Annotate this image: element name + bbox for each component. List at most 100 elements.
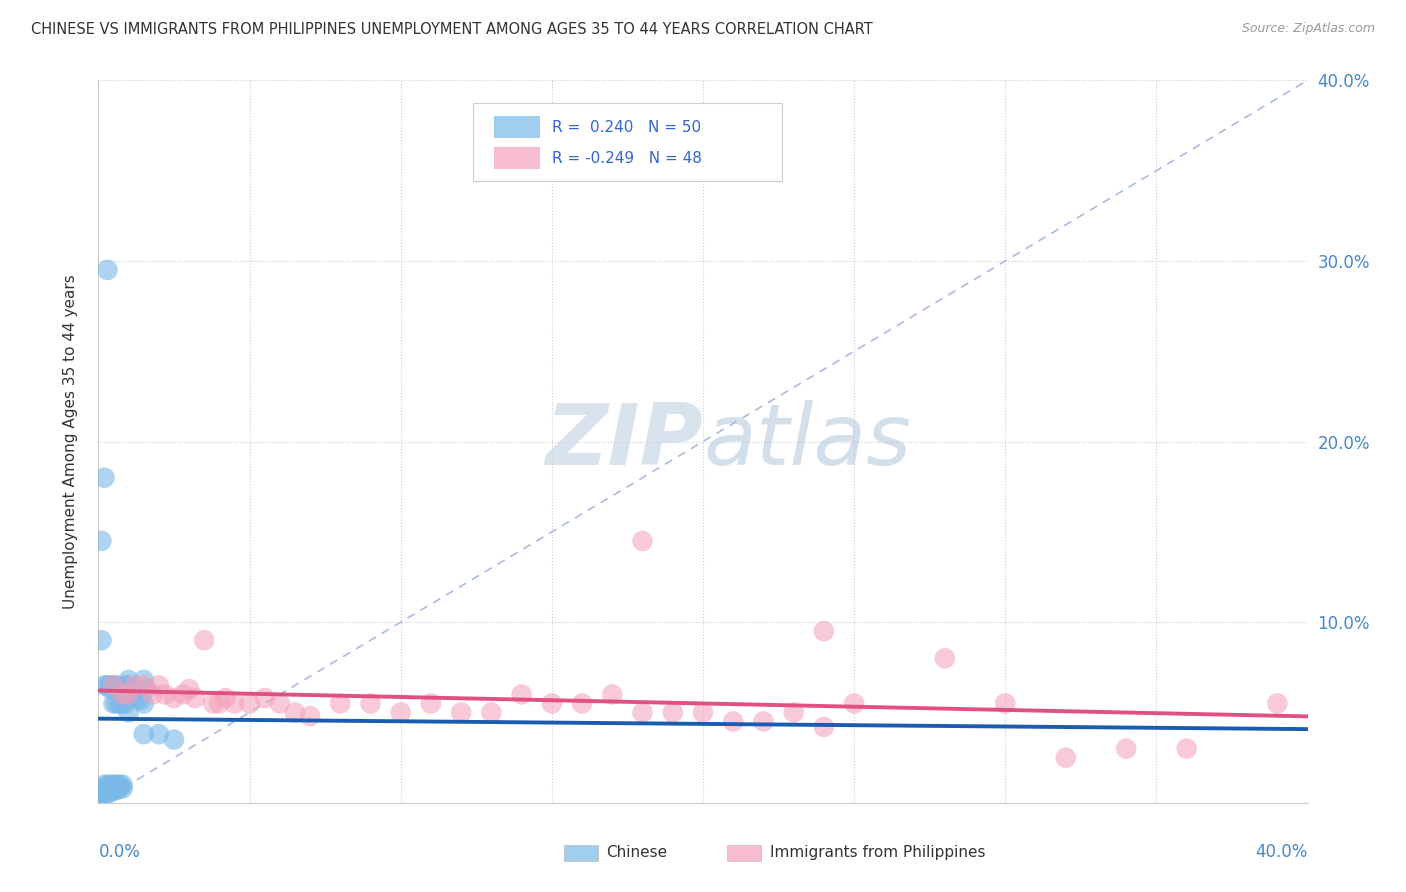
Point xyxy=(90,533,112,548)
Point xyxy=(118,706,141,720)
Point xyxy=(111,687,134,701)
Text: Chinese: Chinese xyxy=(606,845,668,860)
Y-axis label: Unemployment Among Ages 35 to 44 years: Unemployment Among Ages 35 to 44 years xyxy=(63,274,77,609)
Point xyxy=(100,785,122,799)
Point xyxy=(148,727,170,741)
Point xyxy=(93,471,115,485)
Point xyxy=(994,697,1017,711)
Point xyxy=(172,687,194,701)
Point xyxy=(105,678,128,692)
Point xyxy=(844,697,866,711)
Point xyxy=(90,787,112,801)
Point xyxy=(105,783,128,797)
Point xyxy=(329,697,352,711)
Point xyxy=(96,781,118,796)
Text: atlas: atlas xyxy=(703,400,911,483)
Point xyxy=(96,263,118,277)
Point xyxy=(129,693,152,707)
Point xyxy=(100,681,122,696)
Point xyxy=(813,624,835,639)
Point xyxy=(269,697,291,711)
Point xyxy=(118,678,141,692)
Point xyxy=(132,673,155,687)
Point xyxy=(389,706,412,720)
Point xyxy=(1267,697,1289,711)
Point xyxy=(100,778,122,792)
Point xyxy=(360,697,382,711)
Point xyxy=(193,633,215,648)
Point xyxy=(481,706,503,720)
Point xyxy=(100,781,122,796)
Point xyxy=(114,697,136,711)
Point xyxy=(631,533,654,548)
Point xyxy=(124,681,146,696)
Text: CHINESE VS IMMIGRANTS FROM PHILIPPINES UNEMPLOYMENT AMONG AGES 35 TO 44 YEARS CO: CHINESE VS IMMIGRANTS FROM PHILIPPINES U… xyxy=(31,22,873,37)
Point xyxy=(96,778,118,792)
Point xyxy=(108,778,131,792)
Point xyxy=(114,678,136,692)
Point xyxy=(540,697,562,711)
Point xyxy=(127,691,149,706)
Point xyxy=(93,778,115,792)
Point xyxy=(111,781,134,796)
Point xyxy=(1054,750,1077,764)
Text: Immigrants from Philippines: Immigrants from Philippines xyxy=(769,845,986,860)
Point xyxy=(148,678,170,692)
Point xyxy=(934,651,956,665)
Point xyxy=(118,687,141,701)
Point xyxy=(179,681,201,696)
Point xyxy=(299,709,322,723)
Point xyxy=(103,781,125,796)
Point xyxy=(105,778,128,792)
Point xyxy=(783,706,806,720)
Text: ZIP: ZIP xyxy=(546,400,703,483)
Point xyxy=(103,697,125,711)
Point xyxy=(132,678,155,692)
Point xyxy=(90,633,112,648)
Point xyxy=(163,732,186,747)
Point xyxy=(111,697,134,711)
Point xyxy=(163,691,186,706)
Point xyxy=(90,787,112,801)
Point xyxy=(103,678,125,692)
Point xyxy=(93,787,115,801)
Bar xyxy=(727,845,761,861)
Point xyxy=(1115,741,1137,756)
Point xyxy=(1175,741,1198,756)
Point xyxy=(90,781,112,796)
Point xyxy=(253,691,276,706)
Bar xyxy=(494,116,540,138)
Point xyxy=(752,714,775,729)
Point xyxy=(813,720,835,734)
Point xyxy=(93,783,115,797)
Point xyxy=(96,787,118,801)
Point xyxy=(239,697,262,711)
Point xyxy=(96,678,118,692)
Point xyxy=(118,673,141,687)
Point xyxy=(135,681,157,696)
Point xyxy=(661,706,683,720)
Text: R =  0.240   N = 50: R = 0.240 N = 50 xyxy=(551,120,702,135)
Bar xyxy=(564,845,598,861)
Point xyxy=(202,697,225,711)
Point xyxy=(184,691,207,706)
Point xyxy=(214,691,236,706)
Point xyxy=(103,678,125,692)
Point xyxy=(132,697,155,711)
Text: 0.0%: 0.0% xyxy=(98,843,141,861)
Bar xyxy=(494,147,540,169)
Point xyxy=(100,678,122,692)
Point xyxy=(450,706,472,720)
Point xyxy=(284,706,307,720)
FancyBboxPatch shape xyxy=(474,103,782,181)
Point xyxy=(108,781,131,796)
Text: 40.0%: 40.0% xyxy=(1256,843,1308,861)
Point xyxy=(111,778,134,792)
Point xyxy=(208,697,231,711)
Point xyxy=(723,714,745,729)
Point xyxy=(132,727,155,741)
Point xyxy=(105,697,128,711)
Point xyxy=(142,687,165,701)
Point xyxy=(510,687,533,701)
Point xyxy=(571,697,593,711)
